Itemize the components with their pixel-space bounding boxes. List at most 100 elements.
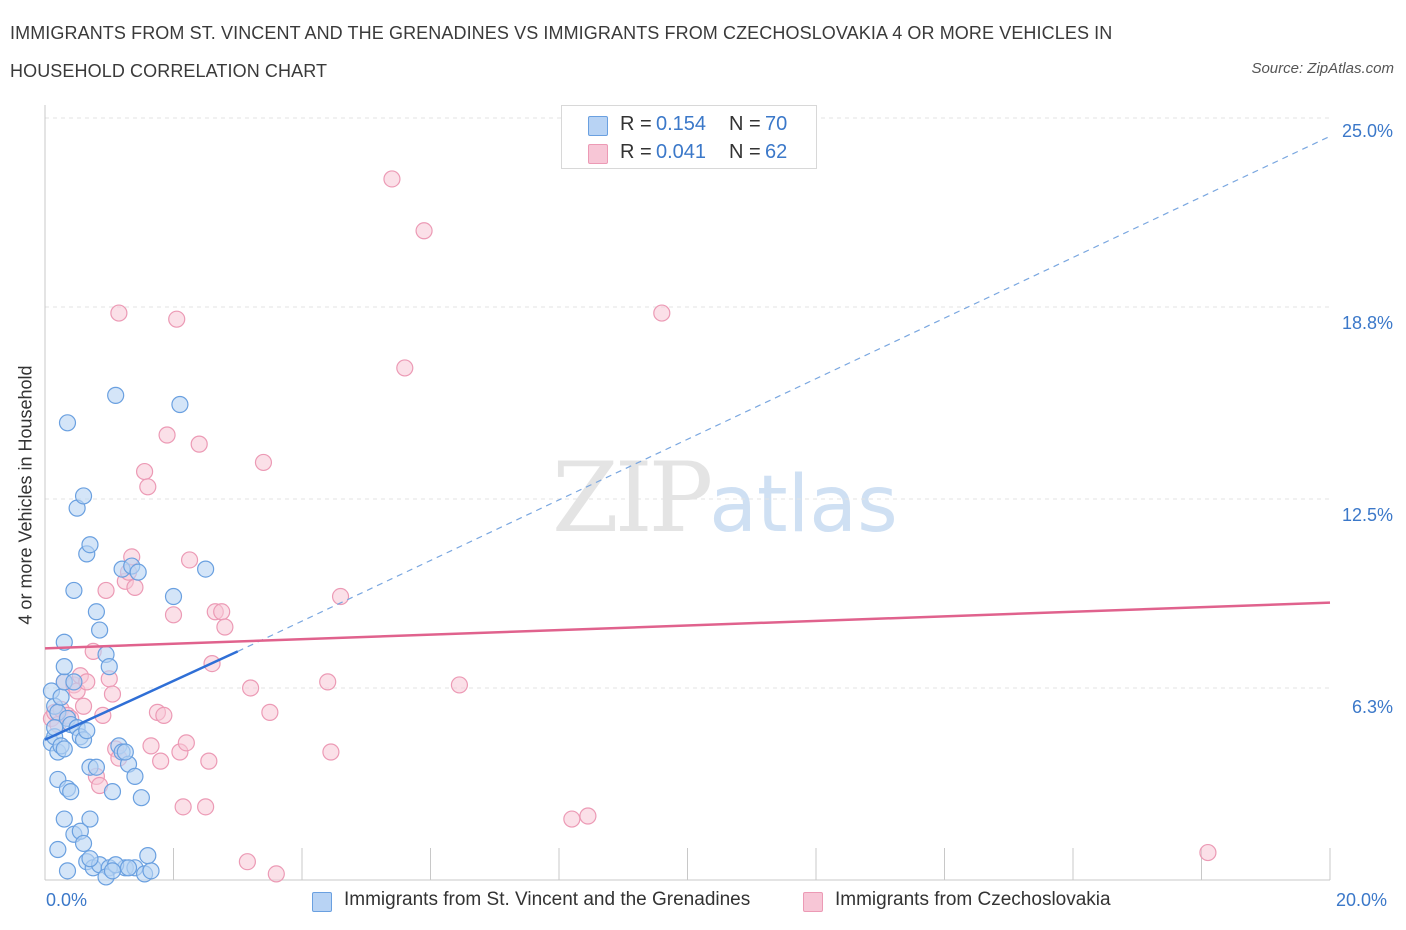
legend-r-value: 0.154 — [656, 113, 707, 135]
bottom-legend-swatch-pink — [803, 892, 823, 912]
st-vincent-point — [103, 783, 122, 801]
st-vincent-point — [87, 603, 106, 621]
czechoslovakia-point — [168, 310, 186, 328]
czechoslovakia-point — [396, 359, 414, 377]
watermark: ZIPatlas — [552, 442, 898, 554]
st-vincent-point — [62, 783, 80, 801]
x-tick-label-max: 20.0% — [1336, 890, 1388, 910]
st-vincent-point — [142, 862, 160, 880]
chart-title: IMMIGRANTS FROM ST. VINCENT AND THE GREN… — [10, 23, 1113, 81]
czechoslovakia-point — [242, 679, 260, 697]
watermark-zip: ZIP — [552, 442, 713, 554]
legend-n-value: 70 — [765, 113, 788, 135]
st-vincent-point — [129, 563, 147, 581]
czechoslovakia-point — [197, 798, 215, 816]
czechoslovakia-point — [415, 222, 433, 240]
czechoslovakia-point — [331, 587, 350, 606]
czechoslovakia-point — [450, 676, 469, 694]
czechoslovakia-trend-line — [44, 601, 1331, 650]
st-vincent-point — [74, 834, 93, 853]
series-czechoslovakia-points — [42, 170, 1217, 883]
czechoslovakia-point — [103, 685, 122, 703]
czechoslovakia-point — [180, 551, 199, 569]
czechoslovakia-point — [152, 752, 170, 770]
st-vincent-point — [107, 386, 125, 404]
bottom-legend-label: Immigrants from Czechoslovakia — [835, 889, 1111, 910]
czechoslovakia-point — [563, 810, 581, 828]
legend-r-value: 0.041 — [656, 141, 707, 163]
st-vincent-point — [132, 789, 150, 807]
st-vincent-point — [52, 688, 70, 706]
st-vincent-point — [58, 414, 77, 432]
czechoslovakia-point — [579, 807, 597, 825]
czechoslovakia-point — [267, 865, 285, 883]
watermark-atlas: atlas — [709, 460, 898, 550]
st-vincent-point — [55, 658, 73, 676]
czechoslovakia-point — [155, 706, 173, 725]
axes — [44, 105, 1331, 881]
y-tick-label: 25.0% — [1341, 121, 1393, 141]
st-vincent-point — [139, 847, 157, 865]
legend-r-label: R = — [620, 113, 652, 135]
x-tick-label-min: 0.0% — [46, 890, 88, 910]
st-vincent-point — [55, 740, 73, 758]
series-st-vincent-points — [42, 386, 215, 886]
czechoslovakia-point — [158, 426, 176, 444]
czechoslovakia-point — [322, 743, 340, 761]
czechoslovakia-point — [74, 697, 93, 715]
st-vincent-trend-extension — [237, 135, 1331, 652]
st-vincent-point — [197, 560, 215, 578]
czechoslovakia-point — [110, 304, 128, 322]
st-vincent-point — [81, 850, 99, 868]
legend-n-value: 62 — [765, 141, 788, 163]
st-vincent-point — [55, 810, 73, 828]
czechoslovakia-point — [97, 581, 115, 600]
st-vincent-point — [116, 743, 134, 761]
y-tick-label: 12.5% — [1341, 505, 1393, 525]
czechoslovakia-point — [213, 603, 231, 621]
st-vincent-point — [65, 581, 83, 600]
st-vincent-point — [49, 840, 67, 859]
st-vincent-point — [171, 395, 189, 414]
st-vincent-point — [164, 587, 183, 606]
czechoslovakia-point — [177, 734, 195, 752]
st-vincent-point — [65, 673, 83, 691]
legend-swatch-blue — [588, 116, 608, 136]
st-vincent-point — [81, 536, 99, 554]
st-vincent-point — [87, 758, 106, 776]
czechoslovakia-point — [135, 462, 154, 481]
st-vincent-point — [91, 621, 109, 639]
st-vincent-point — [78, 722, 96, 740]
legend-n-label: N = — [729, 113, 761, 135]
st-vincent-point — [103, 862, 122, 880]
bottom-legend-label: Immigrants from St. Vincent and the Gren… — [344, 889, 751, 910]
legend-r-label: R = — [620, 141, 652, 163]
czechoslovakia-point — [1199, 843, 1217, 862]
y-axis-label: 4 or more Vehicles in Household — [15, 365, 36, 625]
st-vincent-point — [126, 767, 144, 785]
trend-lines — [44, 135, 1331, 741]
correlation-legend: R = 0.154 N = 70 R = 0.041 N = 62 — [561, 105, 817, 169]
czechoslovakia-point — [174, 798, 192, 816]
y-tick-label: 18.8% — [1341, 313, 1393, 333]
czechoslovakia-point — [190, 435, 208, 453]
czechoslovakia-point — [383, 170, 401, 188]
gridlines — [45, 117, 1330, 689]
czechoslovakia-point — [254, 453, 273, 472]
czechoslovakia-point — [653, 304, 671, 322]
source-label: Source: ZipAtlas.com — [1251, 60, 1394, 77]
czechoslovakia-point — [142, 737, 160, 755]
legend-swatch-pink — [588, 144, 608, 164]
czechoslovakia-point — [200, 752, 218, 770]
czechoslovakia-point — [164, 606, 183, 624]
czechoslovakia-point — [261, 703, 279, 721]
czechoslovakia-point — [126, 578, 144, 596]
st-vincent-trend-line — [44, 650, 239, 741]
bottom-legend-swatch-blue — [312, 892, 332, 912]
czechoslovakia-point — [238, 853, 256, 871]
st-vincent-point — [81, 810, 99, 828]
y-tick-label: 6.3% — [1351, 697, 1393, 717]
st-vincent-point — [55, 633, 73, 651]
czechoslovakia-point — [139, 478, 157, 496]
